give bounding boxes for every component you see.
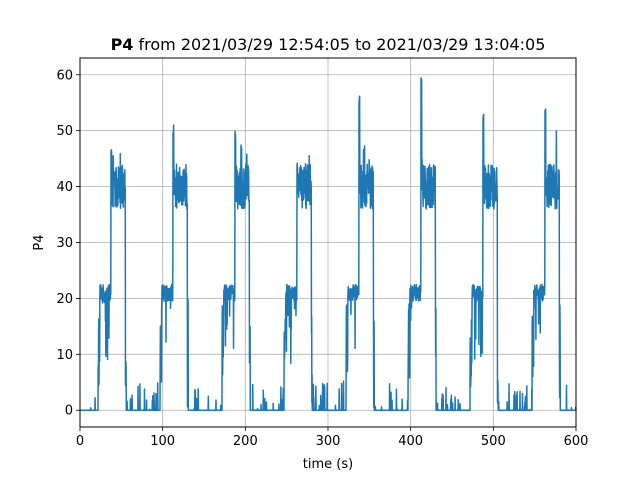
x-tick-label: 0 [76, 434, 84, 449]
ticks-group: 0 100 200 300 400 500 600 0 10 20 30 40 50 60 [56, 68, 588, 449]
chart-title-bold: P4 [111, 35, 134, 54]
series-line-0 [79, 77, 577, 411]
y-tick-label: 0 [65, 404, 73, 419]
y-tick-label: 50 [56, 124, 73, 139]
x-tick-label: 500 [481, 434, 506, 449]
x-axis-label: time (s) [303, 457, 353, 472]
x-tick-label: 600 [564, 434, 589, 449]
grid-lines [79, 58, 577, 427]
x-tick-label: 400 [398, 434, 423, 449]
chart-title: P4 from 2021/03/29 12:54:05 to 2021/03/2… [111, 35, 546, 54]
chart-title-rest: from 2021/03/29 12:54:05 to 2021/03/29 1… [133, 35, 545, 54]
x-tick-label: 100 [150, 434, 175, 449]
y-axis-label: P4 [32, 234, 47, 250]
y-tick-label: 30 [56, 236, 73, 251]
x-tick-label: 200 [233, 434, 258, 449]
y-tick-label: 40 [56, 180, 73, 195]
y-tick-label: 10 [56, 348, 73, 363]
x-tick-label: 300 [316, 434, 341, 449]
series-group [79, 77, 577, 411]
y-tick-label: 60 [56, 68, 73, 83]
y-tick-label: 20 [56, 292, 73, 307]
